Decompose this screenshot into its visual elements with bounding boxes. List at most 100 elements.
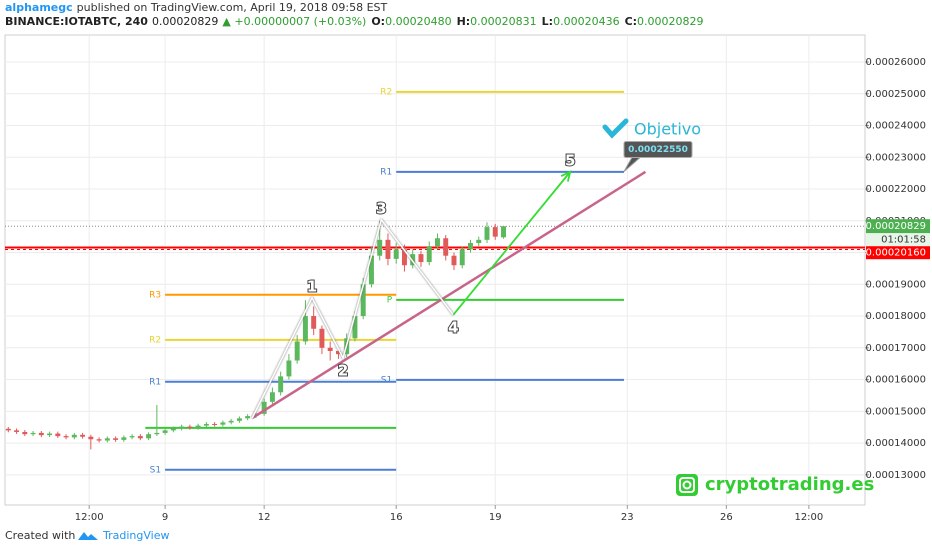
candle-body	[501, 226, 506, 238]
ohlc-value: 0.00020436	[553, 15, 619, 28]
wave-path	[251, 218, 454, 419]
y-tick-label: 0.00022000	[866, 184, 926, 195]
candle-body	[410, 254, 416, 266]
wave-label: 3	[376, 199, 386, 217]
candle-body	[401, 249, 407, 266]
y-tick-label: 0.00015000	[866, 406, 926, 417]
y-tick-label: 0.00019000	[866, 279, 926, 290]
target-pointer	[623, 157, 641, 172]
candle-body	[269, 392, 275, 402]
ohlc-label: O:	[371, 15, 385, 28]
candle-body	[47, 433, 53, 436]
target-box	[623, 141, 693, 159]
candle-body	[236, 418, 242, 421]
candle-body	[96, 439, 102, 441]
candle-body	[335, 350, 341, 355]
y-tick-label: 0.00026000	[866, 57, 926, 68]
candle-body	[88, 436, 94, 440]
candle-body	[203, 424, 209, 426]
countdown: 01:01:58	[881, 235, 926, 246]
candle-body	[468, 243, 473, 250]
candle-body	[302, 316, 308, 342]
x-tick-label: 12	[258, 512, 271, 523]
ohlc-label: L:	[542, 15, 553, 28]
check-icon	[602, 118, 629, 139]
candle-body	[170, 428, 176, 431]
pivot-label: P	[387, 295, 393, 305]
pivot-label: R3	[149, 290, 161, 300]
x-tick-label: 19	[489, 512, 502, 523]
candle-body	[137, 436, 143, 439]
candle-body	[435, 238, 440, 247]
candle-body	[360, 284, 366, 317]
y-tick-label: 0.00024000	[866, 121, 926, 132]
candle-body	[368, 255, 374, 285]
candle-body	[443, 238, 449, 256]
y-tick-label: 0.00018000	[866, 311, 926, 322]
candle-body	[121, 437, 127, 440]
published: published on TradingView.com, April 19, …	[77, 1, 388, 14]
candle-body	[294, 341, 300, 361]
x-tick-label: 9	[162, 512, 168, 523]
target-text: Objetivo	[634, 120, 701, 139]
wave-label: 5	[565, 151, 575, 169]
ohlc-value: 0.00020480	[385, 15, 451, 28]
candle-body	[220, 422, 226, 425]
header-line: alphamegc published on TradingView.com, A…	[5, 1, 388, 14]
target-label: 0.00022550	[628, 145, 688, 155]
candle-body	[484, 227, 490, 240]
author[interactable]: alphamegc	[5, 1, 73, 14]
candle-body	[476, 239, 482, 244]
candle-body	[278, 376, 284, 393]
footer-brand[interactable]: TradingView	[102, 529, 169, 542]
candle-body	[113, 438, 119, 440]
candle-body	[393, 249, 399, 259]
last-price-label: 0.00020829	[866, 221, 926, 232]
y-tick-label: 0.00016000	[866, 375, 926, 386]
candle-body	[327, 347, 333, 351]
x-tick-label: 12:00	[75, 512, 104, 523]
wave-label: 1	[307, 277, 317, 295]
countdown-box	[866, 233, 930, 247]
candle-body	[63, 436, 69, 438]
candle-body	[377, 239, 383, 256]
symbol: BINANCE:IOTABTC, 240	[5, 15, 148, 28]
candle-body	[492, 227, 498, 237]
y-tick-label: 0.00014000	[866, 438, 926, 449]
candle-body	[286, 360, 292, 377]
wave-label: 4	[448, 318, 458, 336]
wave-label: 2	[338, 361, 348, 379]
y-tick-label: 0.00013000	[866, 470, 926, 481]
candle-body	[71, 434, 77, 438]
pivot-label: R1	[149, 377, 161, 387]
ohlc-value: 0.00020829	[637, 15, 703, 28]
candle-body	[179, 426, 185, 429]
watermark: cryptotrading.es	[705, 474, 874, 495]
candle-body	[319, 328, 325, 348]
candle-body	[352, 316, 358, 339]
candle-body	[228, 420, 234, 423]
candle-body	[459, 249, 465, 266]
candle-body	[146, 434, 152, 439]
candle-body	[154, 432, 160, 435]
candle-body	[212, 424, 218, 426]
pivot-label: R2	[149, 335, 161, 345]
ohlc-label: H:	[457, 15, 471, 28]
candle-body	[104, 438, 110, 441]
pivot-label: S1	[150, 465, 161, 475]
trendline	[251, 170, 647, 420]
plot-area	[4, 34, 866, 506]
candle-body	[311, 316, 317, 329]
ohlc-label: C:	[625, 15, 637, 28]
candle-body	[187, 426, 193, 428]
hline-box	[866, 246, 930, 260]
pivot-label: R2	[380, 87, 392, 97]
y-tick-label: 0.00017000	[866, 343, 926, 354]
y-tick-label: 0.00023000	[866, 152, 926, 163]
candle-body	[426, 246, 432, 263]
candle-body	[22, 431, 28, 435]
last-price-box	[866, 219, 930, 234]
target-arrow	[452, 171, 571, 316]
candle-body	[385, 239, 391, 259]
